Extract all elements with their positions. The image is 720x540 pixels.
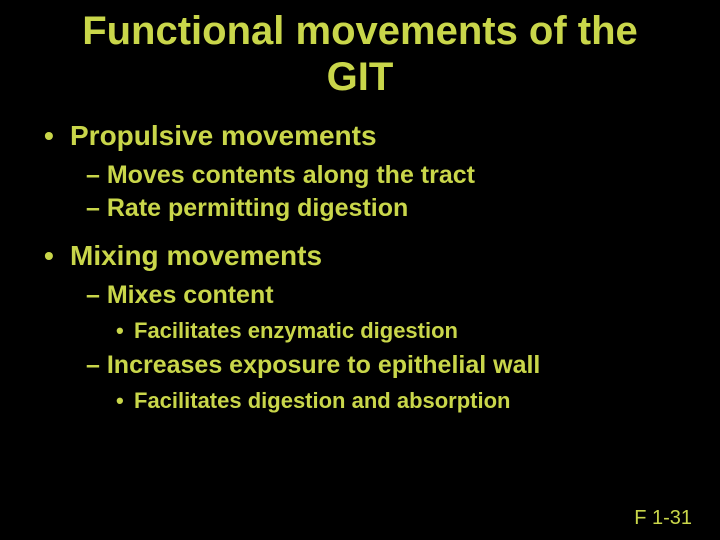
sub-bullet-exposure: – Increases exposure to epithelial wall xyxy=(86,349,690,382)
dash-marker-icon: – xyxy=(86,351,100,379)
sub-bullet-mixes: – Mixes content xyxy=(86,279,690,312)
subsub-bullet-enzymatic: •Facilitates enzymatic digestion xyxy=(116,316,690,346)
bullet-text: Facilitates enzymatic digestion xyxy=(134,318,458,343)
bullet-text: Mixes content xyxy=(107,281,274,309)
bullet-marker-icon: • xyxy=(116,386,134,416)
bullet-marker-icon: • xyxy=(44,238,70,273)
bullet-mixing: •Mixing movements xyxy=(44,238,690,273)
dash-marker-icon: – xyxy=(86,161,100,189)
bullet-text: Facilitates digestion and absorption xyxy=(134,388,511,413)
bullet-marker-icon: • xyxy=(116,316,134,346)
slide-title: Functional movements of the GIT xyxy=(30,8,690,100)
bullet-text: Mixing movements xyxy=(70,240,322,271)
bullet-text: Increases exposure to epithelial wall xyxy=(107,351,541,379)
bullet-propulsive: •Propulsive movements xyxy=(44,118,690,153)
subsub-bullet-absorption: •Facilitates digestion and absorption xyxy=(116,386,690,416)
bullet-text: Moves contents along the tract xyxy=(107,161,475,189)
bullet-text: Rate permitting digestion xyxy=(107,194,408,222)
sub-bullet-rate: – Rate permitting digestion xyxy=(86,192,690,225)
dash-marker-icon: – xyxy=(86,194,100,222)
slide-number: F 1-31 xyxy=(634,507,692,530)
slide: Functional movements of the GIT •Propuls… xyxy=(0,0,720,540)
sub-bullet-moves: – Moves contents along the tract xyxy=(86,159,690,192)
bullet-text: Propulsive movements xyxy=(70,120,377,151)
bullet-marker-icon: • xyxy=(44,118,70,153)
dash-marker-icon: – xyxy=(86,281,100,309)
